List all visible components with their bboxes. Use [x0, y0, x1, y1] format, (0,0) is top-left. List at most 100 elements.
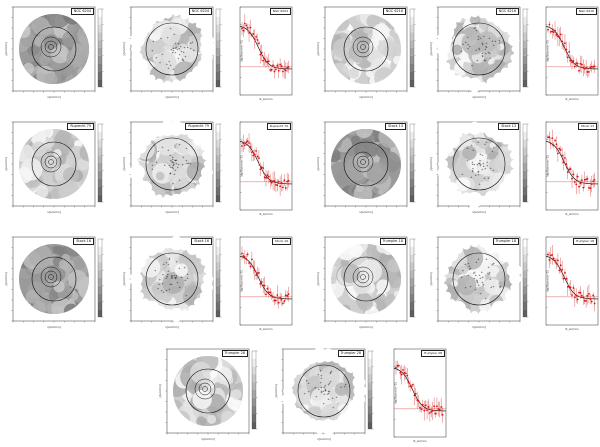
- svg-text:+: +: [478, 161, 481, 165]
- svg-text:+: +: [465, 40, 468, 44]
- svg-text:+: +: [485, 52, 488, 56]
- svg-text:+: +: [173, 161, 176, 165]
- svg-text:+: +: [481, 168, 484, 172]
- svg-text:+: +: [471, 162, 474, 166]
- svg-text:+: +: [177, 42, 180, 46]
- x-axis-label: x[arcmin]: [47, 95, 60, 99]
- svg-text:+: +: [489, 51, 492, 55]
- svg-text:+: +: [174, 275, 177, 279]
- svg-text:+: +: [191, 40, 194, 44]
- svg-text:+: +: [320, 389, 323, 393]
- svg-text:+: +: [178, 163, 181, 167]
- svg-text:+: +: [180, 44, 183, 48]
- svg-text:+: +: [340, 385, 343, 389]
- svg-text:+: +: [467, 35, 470, 39]
- svg-text:+: +: [151, 163, 154, 167]
- svg-text:+: +: [323, 385, 326, 389]
- y-axis-label: y[arcmin]: [158, 384, 162, 397]
- svg-text:+: +: [325, 388, 328, 392]
- svg-text:+: +: [483, 34, 486, 38]
- y-axis-label: log(N/arcmin^2): [240, 270, 244, 292]
- svg-text:+: +: [318, 387, 321, 391]
- svg-text:+: +: [169, 158, 172, 162]
- svg-text:+: +: [323, 402, 326, 406]
- svg-text:+: +: [165, 276, 168, 280]
- svg-text:+: +: [490, 285, 493, 289]
- svg-text:+: +: [479, 276, 482, 280]
- y-axis-label: y[arcmin]: [429, 157, 433, 170]
- svg-text:+: +: [169, 171, 172, 175]
- svg-text:+: +: [485, 296, 488, 300]
- svg-text:+: +: [486, 160, 489, 164]
- svg-text:+: +: [172, 46, 175, 50]
- svg-text:+: +: [477, 35, 480, 39]
- svg-text:+: +: [170, 47, 173, 51]
- svg-text:+: +: [177, 166, 180, 170]
- svg-text:+: +: [485, 45, 488, 49]
- svg-text:+: +: [479, 159, 482, 163]
- y-axis-label: log(N/arcmin^2): [546, 270, 550, 292]
- svg-text:+: +: [165, 260, 168, 264]
- svg-text:+: +: [491, 149, 494, 153]
- cluster-name-label: Trumpler 28: [420, 350, 445, 357]
- svg-text:+: +: [322, 389, 325, 393]
- x-axis-label: x[arcmin]: [359, 325, 372, 329]
- svg-text:+: +: [175, 162, 178, 166]
- cluster-name-label: Stock 13: [385, 123, 406, 130]
- svg-text:+: +: [169, 165, 172, 169]
- density-map-panel: x[arcmin] y[arcmin] Stock 16: [4, 233, 113, 333]
- svg-text:+: +: [461, 172, 464, 176]
- svg-text:+: +: [167, 262, 170, 266]
- svg-text:+: +: [344, 383, 347, 387]
- svg-text:+: +: [161, 281, 164, 285]
- svg-text:+: +: [172, 163, 175, 167]
- x-axis-label: x[arcmin]: [359, 95, 372, 99]
- svg-text:+: +: [182, 155, 185, 159]
- svg-text:+: +: [186, 276, 189, 280]
- svg-text:+: +: [320, 374, 323, 378]
- svg-text:+: +: [474, 288, 477, 292]
- svg-text:+: +: [182, 58, 185, 62]
- svg-text:+: +: [168, 163, 171, 167]
- svg-text:+: +: [462, 42, 465, 46]
- svg-text:+: +: [476, 279, 479, 283]
- svg-text:+: +: [155, 160, 158, 164]
- radial-profile-panel: R_arcmin log(N/arcmin^2) Stock 16: [236, 233, 294, 333]
- svg-text:+: +: [320, 391, 323, 395]
- svg-text:+: +: [335, 395, 338, 399]
- x-axis-label: R_arcmin: [566, 327, 579, 331]
- svg-text:+: +: [332, 406, 335, 410]
- svg-text:+: +: [482, 282, 485, 286]
- svg-text:+: +: [172, 181, 175, 185]
- svg-text:+: +: [470, 143, 473, 147]
- svg-text:+: +: [327, 382, 330, 386]
- svg-text:+: +: [483, 164, 486, 168]
- svg-text:+: +: [167, 269, 170, 273]
- cluster-name-label: NGC 6216: [495, 8, 519, 15]
- y-axis-label: y[arcmin]: [4, 157, 8, 170]
- svg-text:+: +: [483, 176, 486, 180]
- svg-text:+: +: [183, 46, 186, 50]
- x-axis-label: R_arcmin: [566, 212, 579, 216]
- svg-text:+: +: [472, 148, 475, 152]
- cluster-name-label: Stock 16: [271, 238, 291, 245]
- svg-text:+: +: [176, 47, 179, 51]
- cluster-name-label: Stock 13: [498, 123, 519, 130]
- svg-text:+: +: [473, 162, 476, 166]
- svg-text:+: +: [479, 152, 482, 156]
- svg-text:+: +: [178, 47, 181, 51]
- svg-text:+: +: [181, 57, 184, 61]
- svg-text:+: +: [477, 37, 480, 41]
- svg-text:+: +: [174, 41, 177, 45]
- cluster-name-label: Ruprecht 79: [185, 123, 212, 130]
- svg-text:+: +: [488, 272, 491, 276]
- svg-text:+: +: [174, 159, 177, 163]
- svg-text:+: +: [178, 143, 181, 147]
- svg-text:+: +: [471, 169, 474, 173]
- svg-text:+: +: [483, 58, 486, 62]
- density-map-panel: x[arcmin] y[arcmin] NGC 6204: [4, 3, 113, 103]
- svg-text:+: +: [161, 145, 164, 149]
- y-axis-label: y[arcmin]: [122, 42, 126, 55]
- svg-text:+: +: [467, 47, 470, 51]
- svg-text:+: +: [159, 60, 162, 64]
